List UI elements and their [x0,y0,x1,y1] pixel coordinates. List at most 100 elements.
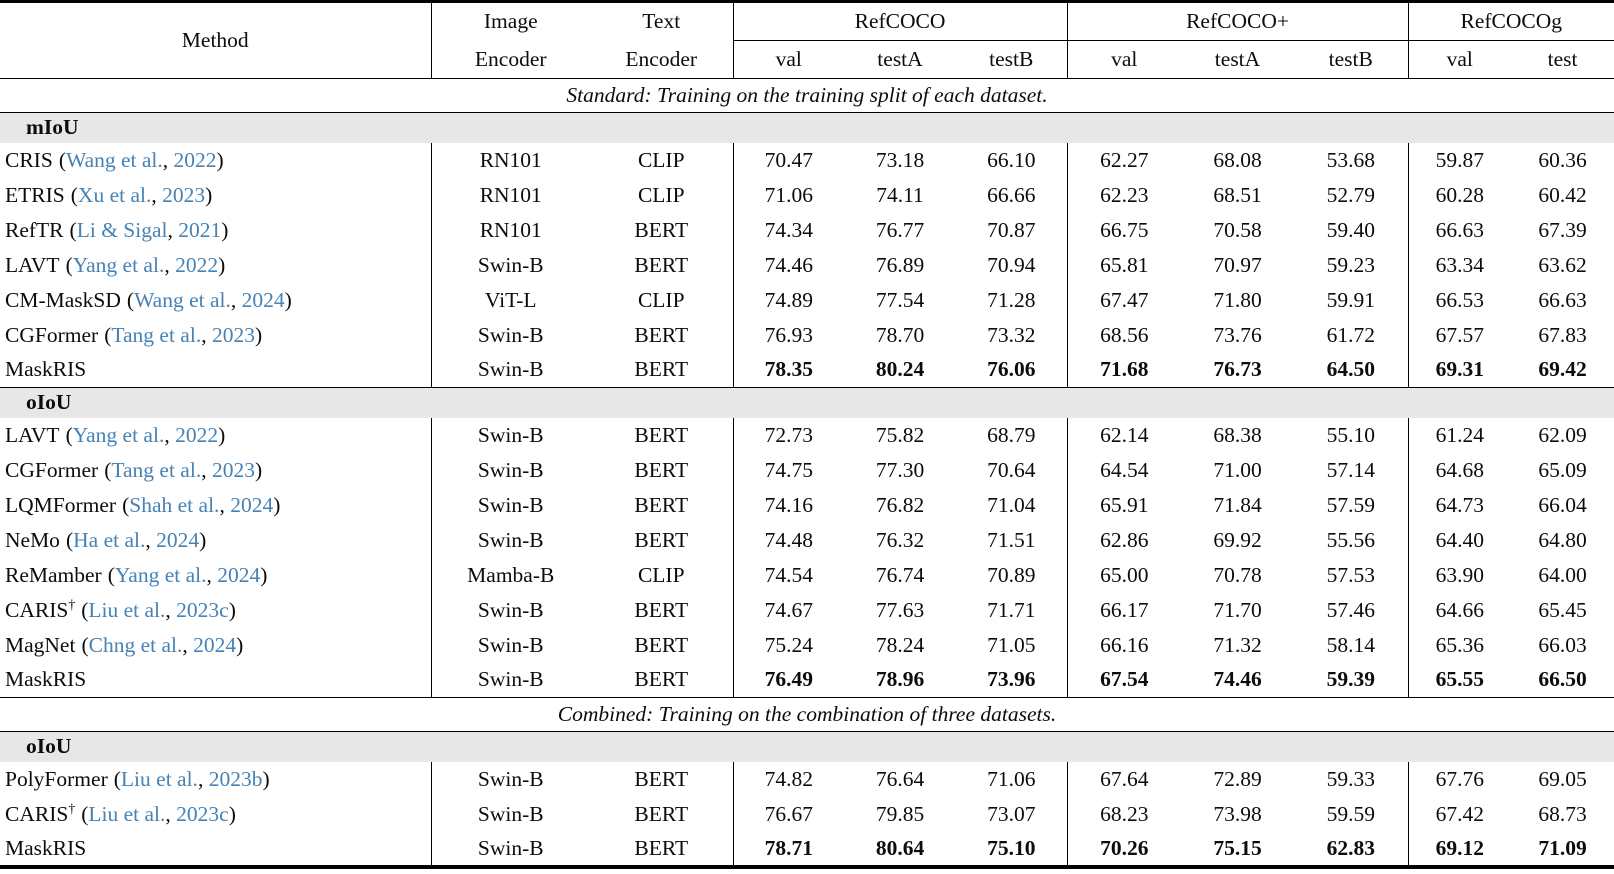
cite-authors-link[interactable]: Tang et al. [111,457,202,482]
cite-authors-link[interactable]: Liu et al. [88,801,166,826]
citation: (Tang et al., 2023) [104,323,262,347]
text-encoder-cell: CLIP [590,557,734,593]
cite-separator: , [162,147,174,172]
image-encoder-cell: Swin-B [477,422,544,447]
cite-authors-link[interactable]: Wang et al. [134,287,231,312]
cite-separator: , [167,217,179,242]
cite-year-link[interactable]: 2022 [175,422,219,447]
cite-separator: , [197,766,209,791]
method-cell: LAVT (Yang et al., 2022) [0,417,432,453]
score-cell-refcoco-val: 76.93 [764,322,813,347]
score-cell-refcocog-val: 67.42 [1435,801,1484,826]
cite-authors-link[interactable]: Wang et al. [66,147,163,172]
cite-year-link[interactable]: 2024 [217,562,261,587]
cite-separator: , [164,422,176,447]
cite-open-paren: ( [122,492,130,517]
score-cell-refcocog-test: 64.80 [1538,527,1587,552]
cite-authors-link[interactable]: Liu et al. [120,766,198,791]
method-cell: MaskRIS [0,662,432,698]
image-encoder-cell: Swin-B [477,527,544,552]
score-cell-refcoco-testb: 70.64 [956,452,1068,488]
score-cell-refcoco-plus-testb: 59.33 [1294,761,1409,797]
score-cell-refcoco-plus-testb: 64.50 [1294,352,1409,388]
score-cell-refcoco-plus-val: 66.16 [1100,632,1149,657]
cite-authors-link[interactable]: Yang et al. [114,562,207,587]
score-cell-refcoco-plus-testb: 57.46 [1294,592,1409,628]
citation: (Liu et al., 2023c) [81,598,236,622]
score-cell-refcoco-plus-testa: 70.58 [1213,217,1262,242]
method-name: CGFormer [5,322,99,347]
cite-open-paren: ( [65,252,73,277]
cite-year-link[interactable]: 2024 [241,287,285,312]
table-row: LAVT (Yang et al., 2022) Swin-B BERT 72.7… [0,417,1614,453]
method-cell: ReMamber (Yang et al., 2024) [0,557,432,593]
score-cell-refcocog-test: 63.62 [1538,252,1587,277]
score-cell-refcoco-testb: 73.96 [956,662,1068,698]
cite-authors-link[interactable]: Shah et al. [129,492,220,517]
table-row: CRIS (Wang et al., 2022) RN101 CLIP 70.47… [0,142,1614,178]
citation: (Li & Sigal, 2021) [70,218,229,242]
cite-close-paren: ) [221,217,229,242]
citation: (Shah et al., 2024) [122,493,280,517]
table-row: CARIS† (Liu et al., 2023c) Swin-B BERT 74… [0,592,1614,628]
column-header-text-encoder-line1: Text [590,1,734,41]
method-cell: PolyFormer (Liu et al., 2023b) [0,761,432,797]
cite-year-link[interactable]: 2022 [173,147,217,172]
text-encoder-cell: BERT [590,662,734,698]
score-cell-refcocog-test: 62.09 [1538,422,1587,447]
score-cell-refcoco-plus-val: 71.68 [1100,357,1149,382]
cite-year-link[interactable]: 2022 [175,252,219,277]
score-cell-refcoco-testa: 76.74 [875,562,925,587]
score-cell-refcoco-testa: 75.82 [875,422,925,447]
cite-year-link[interactable]: 2023c [176,801,229,826]
cite-open-paren: ( [81,597,89,622]
cite-authors-link[interactable]: Tang et al. [111,322,202,347]
score-cell-refcoco-plus-testb: 59.23 [1294,247,1409,283]
score-cell-refcoco-testb: 73.32 [956,317,1068,353]
score-cell-refcoco-plus-val: 62.14 [1100,422,1149,447]
score-cell-refcoco-val: 74.67 [764,597,813,622]
cite-authors-link[interactable]: Chng et al. [88,632,183,657]
cite-year-link[interactable]: 2024 [193,632,237,657]
score-cell-refcoco-val: 74.16 [764,492,813,517]
score-cell-refcoco-testa: 78.96 [875,667,925,692]
cite-year-link[interactable]: 2023 [162,182,206,207]
cite-authors-link[interactable]: Ha et al. [73,527,146,552]
method-name: CARIS [5,801,69,826]
score-cell-refcocog-test: 65.45 [1538,597,1587,622]
cite-authors-link[interactable]: Xu et al. [77,182,152,207]
cite-separator: , [165,801,177,826]
score-cell-refcoco-val: 74.54 [764,562,813,587]
cite-authors-link[interactable]: Yang et al. [72,252,165,277]
score-cell-refcoco-val: 75.24 [764,632,813,657]
score-cell-refcoco-testa: 74.11 [876,182,924,207]
method-name: RefTR [5,217,64,242]
cite-year-link[interactable]: 2023c [176,597,229,622]
subcolumn-refcoco-plus-testa: testA [1181,40,1294,79]
score-cell-refcoco-val: 74.75 [764,457,813,482]
cite-year-link[interactable]: 2023b [208,766,263,791]
score-cell-refcoco-val: 74.82 [764,766,813,791]
score-cell-refcocog-val: 67.57 [1435,322,1484,347]
cite-year-link[interactable]: 2024 [230,492,274,517]
cite-year-link[interactable]: 2021 [178,217,222,242]
score-cell-refcoco-testa: 78.24 [875,632,925,657]
citation: (Yang et al., 2022) [66,423,226,447]
citation: (Chng et al., 2024) [81,633,243,657]
cite-close-paren: ) [228,597,236,622]
cite-separator: , [230,287,242,312]
score-cell-refcocog-val: 69.31 [1435,357,1484,382]
cite-authors-link[interactable]: Yang et al. [72,422,165,447]
score-cell-refcoco-plus-testa: 70.78 [1213,562,1262,587]
split-note-row: Combined: Training on the combination of… [0,697,1614,732]
cite-authors-link[interactable]: Liu et al. [88,597,166,622]
cite-year-link[interactable]: 2024 [156,527,200,552]
score-cell-refcoco-plus-testa: 72.89 [1213,766,1262,791]
cite-year-link[interactable]: 2023 [211,322,255,347]
cite-year-link[interactable]: 2023 [211,457,255,482]
cite-authors-link[interactable]: Li & Sigal [76,217,168,242]
method-name: MagNet [5,632,76,657]
method-cell: MagNet (Chng et al., 2024) [0,627,432,663]
